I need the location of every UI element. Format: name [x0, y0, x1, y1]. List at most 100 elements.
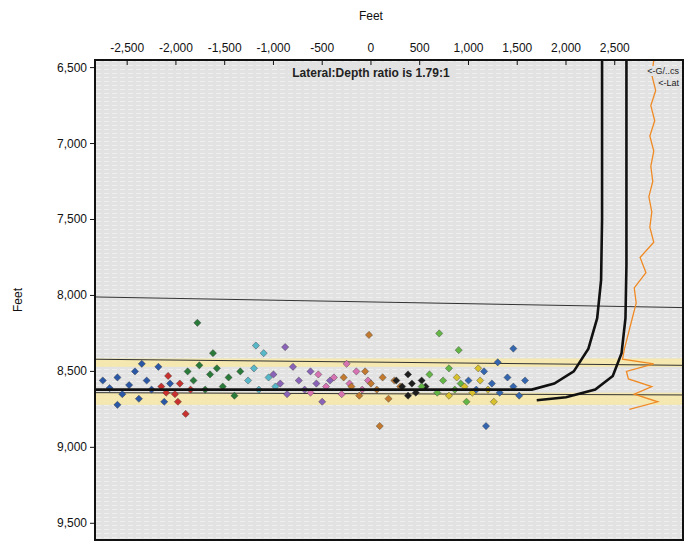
line-series — [95, 393, 683, 395]
y-axis-title: Feet — [11, 287, 25, 312]
event-point — [270, 371, 277, 378]
x-tick-label: -2,000 — [159, 41, 193, 55]
x-tick-label: 0 — [368, 41, 375, 55]
event-point — [190, 377, 197, 384]
plot-background — [95, 60, 683, 540]
x-tick-label: 1,500 — [502, 41, 532, 55]
event-point — [194, 319, 201, 326]
curve-label-background — [657, 78, 680, 88]
event-point — [126, 381, 133, 388]
curve-label: <-G/..cs — [647, 66, 679, 76]
event-point — [465, 377, 472, 384]
event-point — [362, 368, 369, 375]
event-point — [510, 345, 517, 352]
y-tick-label: 8,500 — [57, 364, 87, 378]
y-tick — [90, 219, 95, 220]
formation-band — [95, 358, 683, 366]
event-point — [330, 374, 337, 381]
y-tick-label: 7,500 — [57, 212, 87, 226]
event-point — [516, 392, 523, 399]
event-point — [182, 410, 189, 417]
event-point — [453, 374, 460, 381]
event-point — [353, 368, 360, 375]
event-point — [477, 377, 484, 384]
event-point — [404, 371, 411, 378]
event-point — [408, 380, 415, 387]
event-point — [295, 377, 302, 384]
event-point — [480, 368, 487, 375]
x-tick-label: -1,500 — [208, 41, 242, 55]
y-tick-label: 6,500 — [57, 61, 87, 75]
event-point — [315, 371, 322, 378]
event-point — [482, 422, 489, 429]
x-tick — [127, 60, 128, 65]
curve-label-background — [646, 66, 680, 76]
event-point — [119, 391, 126, 398]
y-tick-label: 8,000 — [57, 288, 87, 302]
y-tick — [90, 523, 95, 524]
x-tick-label: 2,000 — [551, 41, 581, 55]
chart: -2,500-2,000-1,500-1,000-50005001,0001,5… — [0, 0, 689, 552]
event-point — [99, 377, 106, 384]
x-tick-label: -1,000 — [256, 41, 290, 55]
x-tick — [565, 60, 566, 65]
event-point — [356, 392, 363, 399]
event-point — [283, 391, 290, 398]
title-background — [289, 65, 453, 81]
event-point — [307, 368, 314, 375]
x-tick — [614, 60, 615, 65]
event-point — [135, 395, 142, 402]
line-series — [95, 359, 683, 365]
event-point — [213, 365, 220, 372]
event-point — [404, 392, 411, 399]
event-point — [445, 392, 452, 399]
event-point — [494, 359, 501, 366]
event-point — [313, 380, 320, 387]
event-point — [155, 363, 162, 370]
y-tick — [90, 371, 95, 372]
event-point — [436, 330, 443, 337]
event-point — [463, 398, 470, 405]
line-series — [95, 297, 683, 308]
event-point — [166, 380, 173, 387]
x-tick — [224, 60, 225, 65]
x-tick — [419, 60, 420, 65]
line-series — [537, 60, 627, 400]
line-series — [95, 60, 602, 390]
event-point — [244, 377, 251, 384]
x-tick-label: -500 — [310, 41, 334, 55]
event-point — [131, 368, 138, 375]
event-point — [289, 363, 296, 370]
x-tick-label: 500 — [410, 41, 430, 55]
y-tick — [90, 295, 95, 296]
event-point — [252, 342, 259, 349]
formation-band — [95, 393, 683, 405]
title: Lateral:Depth ratio is 1.79:1 — [292, 66, 450, 80]
y-tick-label: 9,000 — [57, 440, 87, 454]
x-tick-label: -2,500 — [110, 41, 144, 55]
event-point — [260, 350, 267, 357]
event-point — [277, 380, 284, 387]
event-point — [209, 350, 216, 357]
event-point — [426, 371, 433, 378]
event-point — [143, 377, 150, 384]
x-tick — [273, 60, 274, 65]
x-tick — [175, 60, 176, 65]
event-point — [365, 331, 372, 338]
x-axis-title: Feet — [359, 9, 384, 23]
y-tick — [90, 447, 95, 448]
event-point — [338, 391, 345, 398]
event-point — [504, 374, 511, 381]
event-point — [488, 380, 495, 387]
event-point — [455, 347, 462, 354]
event-point — [376, 422, 383, 429]
event-point — [237, 368, 244, 375]
line-series — [623, 60, 658, 409]
y-tick — [90, 67, 95, 68]
event-point — [176, 380, 183, 387]
x-tick — [517, 60, 518, 65]
x-tick — [322, 60, 323, 65]
event-point — [393, 377, 400, 384]
event-point — [161, 398, 168, 405]
event-point — [521, 377, 528, 384]
